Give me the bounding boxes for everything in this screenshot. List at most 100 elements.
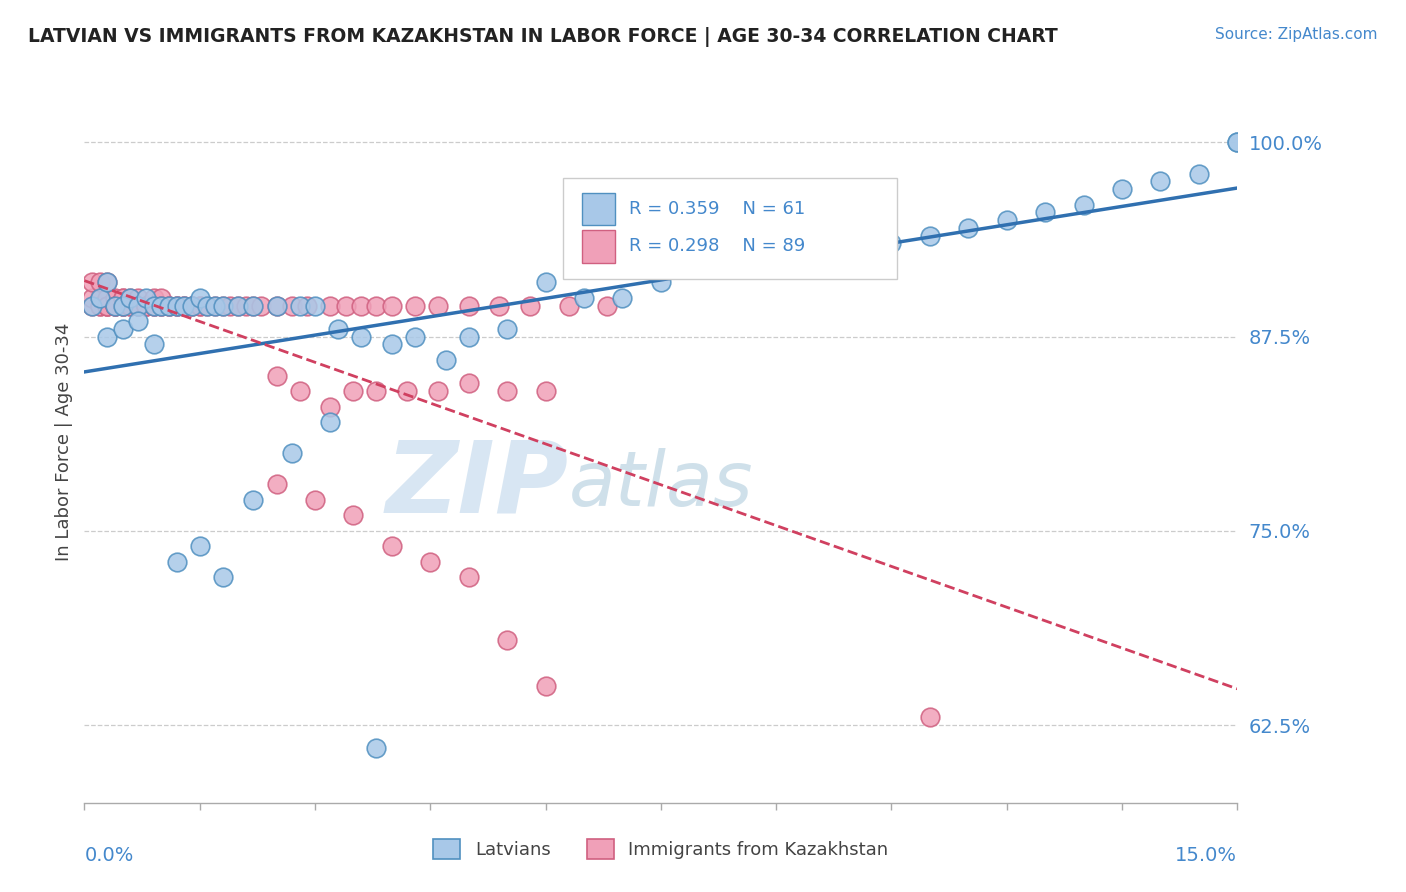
Text: R = 0.359    N = 61: R = 0.359 N = 61 (628, 200, 804, 218)
Point (765, 244, 787, 259)
Point (188, 299, 211, 313)
Point (957, 220, 980, 235)
Point (89, 291, 111, 305)
Point (404, 329, 426, 343)
Point (111, 299, 134, 313)
Point (1073, 197, 1095, 211)
Point (80, 275, 103, 289)
Point (319, 299, 342, 313)
Point (166, 555, 188, 569)
Point (166, 299, 188, 313)
Point (457, 376, 479, 391)
Point (534, 384, 557, 398)
Point (488, 299, 510, 313)
Point (342, 384, 364, 398)
Point (1188, 167, 1211, 181)
Point (496, 322, 519, 336)
Point (519, 299, 541, 313)
Point (842, 244, 865, 259)
Point (204, 299, 226, 313)
Point (366, 384, 388, 398)
Point (226, 299, 249, 313)
Point (96, 291, 118, 305)
Point (135, 299, 157, 313)
Point (688, 260, 710, 274)
Point (281, 446, 304, 460)
Point (727, 252, 749, 266)
Point (96, 275, 118, 289)
Point (104, 299, 127, 313)
Point (266, 299, 288, 313)
Point (195, 299, 218, 313)
Point (534, 679, 557, 693)
Point (219, 299, 242, 313)
Text: 15.0%: 15.0% (1175, 847, 1237, 865)
FancyBboxPatch shape (582, 230, 614, 263)
Point (181, 299, 204, 313)
Point (335, 299, 357, 313)
Point (120, 299, 142, 313)
Point (89, 299, 111, 313)
Point (142, 337, 165, 351)
Point (803, 236, 825, 251)
Point (89, 291, 111, 305)
Point (419, 555, 441, 569)
Point (304, 492, 326, 507)
Point (1033, 205, 1056, 219)
Point (211, 299, 233, 313)
Point (612, 291, 634, 305)
Point (1226, 136, 1249, 150)
Point (918, 710, 941, 724)
Point (350, 329, 373, 343)
Point (181, 299, 204, 313)
Point (111, 291, 134, 305)
Text: ZIP: ZIP (385, 436, 568, 533)
Point (534, 275, 557, 289)
Point (142, 299, 165, 313)
Point (111, 291, 134, 305)
Point (242, 492, 264, 507)
Point (266, 368, 288, 383)
Point (995, 213, 1018, 227)
Point (319, 415, 342, 429)
Point (150, 299, 173, 313)
Point (173, 299, 195, 313)
Point (142, 291, 165, 305)
Point (80, 291, 103, 305)
Point (457, 329, 479, 343)
Point (426, 384, 449, 398)
Point (150, 299, 173, 313)
Point (111, 299, 134, 313)
Point (342, 508, 364, 523)
Point (150, 299, 173, 313)
Point (80, 299, 103, 313)
Point (457, 570, 479, 584)
Text: Source: ZipAtlas.com: Source: ZipAtlas.com (1215, 27, 1378, 42)
Point (557, 299, 579, 313)
Point (127, 299, 149, 313)
Point (96, 299, 118, 313)
Point (127, 314, 149, 328)
Point (457, 299, 479, 313)
Point (80, 299, 103, 313)
Point (381, 299, 404, 313)
FancyBboxPatch shape (562, 178, 897, 279)
Point (366, 741, 388, 756)
Point (235, 299, 257, 313)
Point (96, 299, 118, 313)
Point (135, 299, 157, 313)
Point (111, 299, 134, 313)
Point (111, 299, 134, 313)
Point (404, 299, 426, 313)
Point (96, 275, 118, 289)
Point (89, 299, 111, 313)
Point (120, 291, 142, 305)
Point (157, 299, 180, 313)
Point (104, 299, 127, 313)
Point (127, 299, 149, 313)
Point (157, 299, 180, 313)
Text: R = 0.298    N = 89: R = 0.298 N = 89 (628, 237, 804, 255)
Point (226, 299, 249, 313)
Point (396, 384, 419, 398)
Point (288, 384, 311, 398)
